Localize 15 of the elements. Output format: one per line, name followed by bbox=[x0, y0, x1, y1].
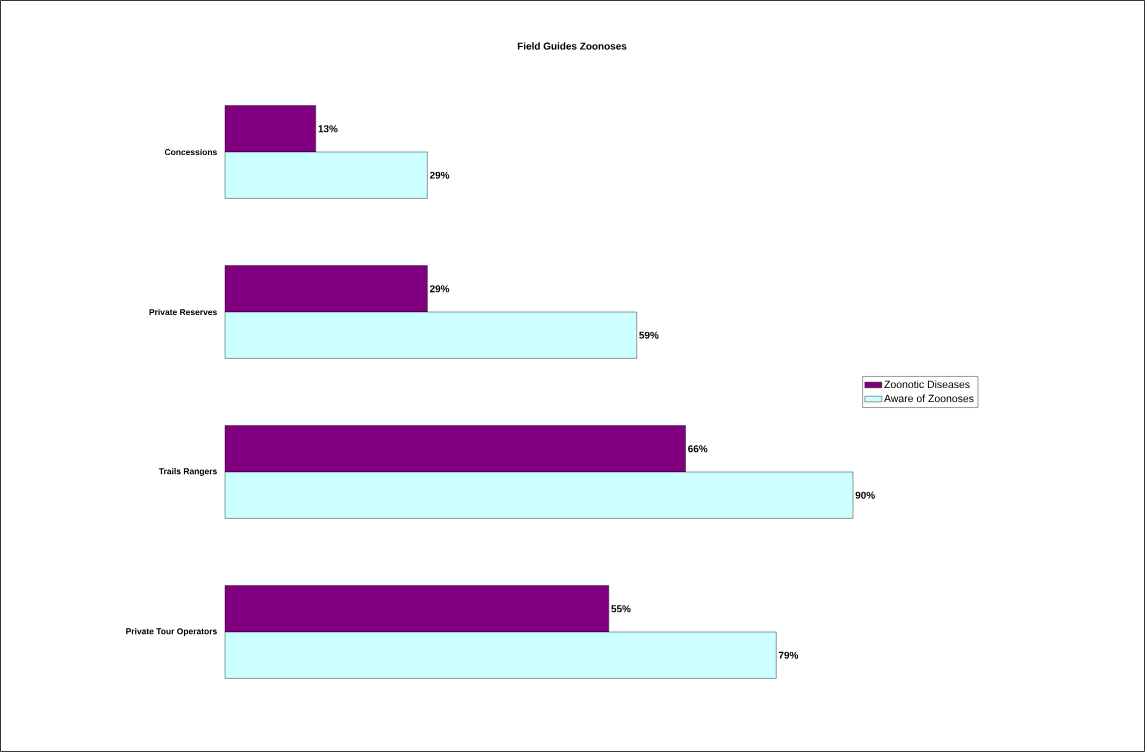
data-label: 29% bbox=[429, 285, 450, 293]
y-tick-label: Concessions bbox=[164, 148, 217, 156]
data-label: 55% bbox=[611, 605, 631, 613]
legend-label: Zoonotic Diseases bbox=[884, 380, 970, 389]
data-label: 79% bbox=[778, 651, 799, 659]
data-label: 29% bbox=[429, 171, 450, 179]
y-tick-label: Private Reserves bbox=[149, 308, 217, 316]
y-tick-label: Trails Rangers bbox=[158, 468, 217, 476]
data-label: 66% bbox=[688, 445, 708, 453]
legend-label: Aware of Zoonoses bbox=[884, 394, 974, 403]
data-label: 90% bbox=[855, 491, 875, 499]
data-label: 59% bbox=[639, 331, 659, 339]
chart-title: Field Guides Zoonoses bbox=[517, 42, 627, 50]
data-label: 13% bbox=[318, 125, 338, 133]
y-tick-label: Private Tour Operators bbox=[126, 628, 217, 636]
